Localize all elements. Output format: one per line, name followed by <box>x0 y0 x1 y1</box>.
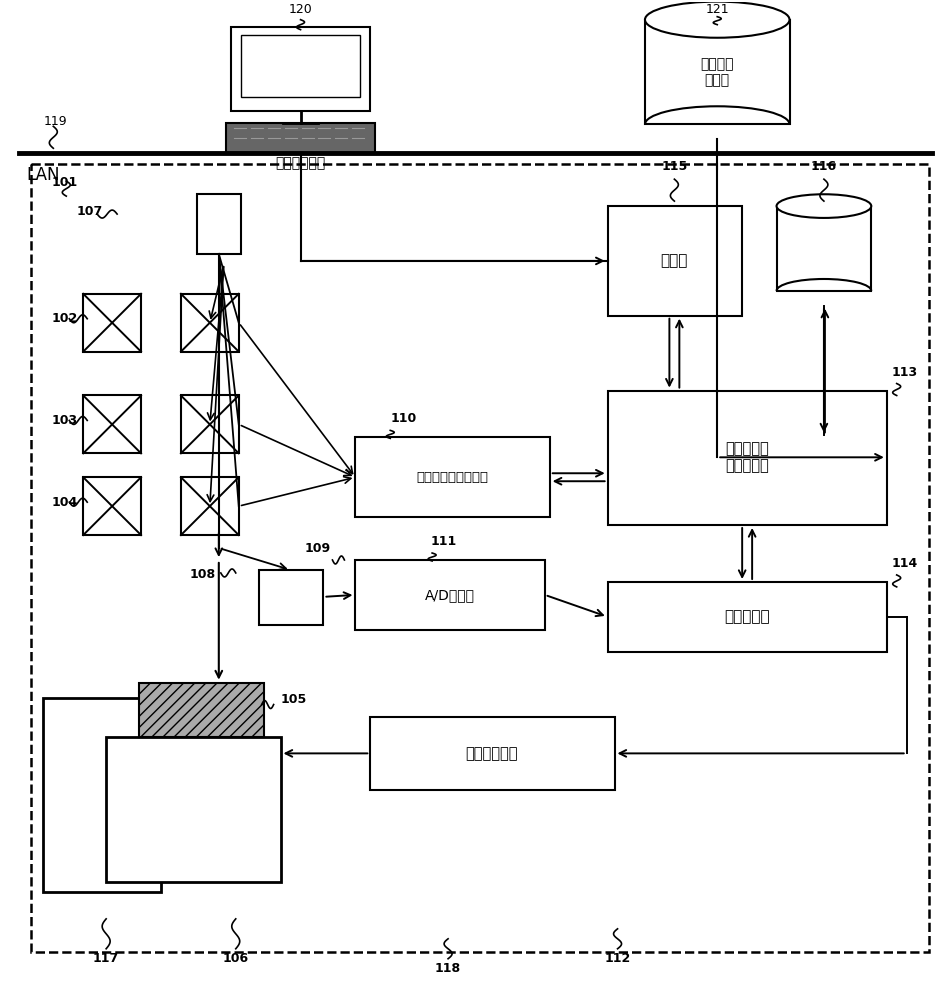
Text: 115: 115 <box>661 160 688 173</box>
Text: 104: 104 <box>51 496 78 509</box>
Text: 101: 101 <box>51 176 78 189</box>
Text: 121: 121 <box>706 3 729 16</box>
Bar <box>107 737 281 882</box>
Bar <box>645 20 789 124</box>
Text: 107: 107 <box>76 205 103 218</box>
Bar <box>777 206 871 291</box>
Bar <box>44 698 161 892</box>
Text: 缺陷信息
数据库: 缺陷信息 数据库 <box>701 57 734 87</box>
Text: 109: 109 <box>304 542 330 555</box>
Text: 112: 112 <box>605 952 631 965</box>
Text: 111: 111 <box>430 535 456 548</box>
Bar <box>139 683 263 737</box>
Bar <box>31 164 928 952</box>
Bar <box>370 717 614 790</box>
Bar <box>225 123 376 153</box>
Text: 119: 119 <box>44 115 67 128</box>
Text: A/D转换部: A/D转换部 <box>425 588 476 602</box>
Text: 102: 102 <box>51 312 78 325</box>
Text: 图像处理部: 图像处理部 <box>725 609 770 624</box>
Text: LAN: LAN <box>27 166 60 184</box>
Text: 114: 114 <box>892 557 918 570</box>
Bar <box>356 437 550 517</box>
Bar <box>608 582 886 652</box>
Bar <box>181 294 239 352</box>
Bar <box>181 395 239 453</box>
Bar <box>181 477 239 535</box>
Text: 103: 103 <box>51 414 77 427</box>
Text: 108: 108 <box>189 568 216 581</box>
Text: 120: 120 <box>289 3 313 16</box>
Text: 110: 110 <box>390 412 417 425</box>
Text: 电子光学系统控制部: 电子光学系统控制部 <box>417 471 488 484</box>
Bar <box>84 294 141 352</box>
Text: 117: 117 <box>93 952 119 965</box>
Ellipse shape <box>645 2 789 38</box>
Bar <box>608 206 742 316</box>
Text: 配方管理装置: 配方管理装置 <box>276 156 325 170</box>
Text: 操作部: 操作部 <box>661 253 689 268</box>
Bar <box>84 395 141 453</box>
Ellipse shape <box>777 194 871 218</box>
Bar <box>241 35 360 97</box>
Bar <box>197 194 241 254</box>
Text: 整体控制部
以及解析部: 整体控制部 以及解析部 <box>726 441 769 474</box>
Text: 106: 106 <box>223 952 249 965</box>
Bar <box>84 477 141 535</box>
Text: 载物台控制部: 载物台控制部 <box>466 746 518 761</box>
Text: 105: 105 <box>281 693 307 706</box>
Text: 113: 113 <box>892 366 918 379</box>
Text: 116: 116 <box>811 160 837 173</box>
Bar <box>259 570 323 625</box>
Bar <box>231 27 370 111</box>
Text: 118: 118 <box>435 962 461 975</box>
Bar <box>356 560 545 630</box>
Bar <box>608 391 886 525</box>
